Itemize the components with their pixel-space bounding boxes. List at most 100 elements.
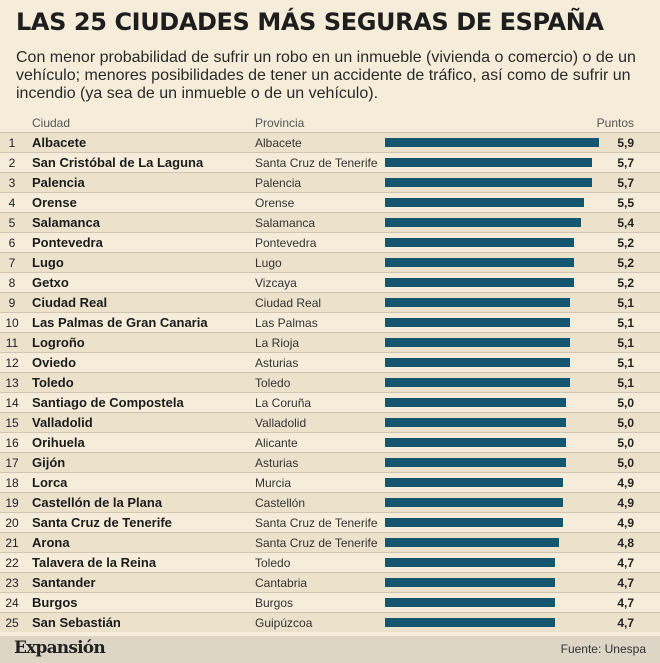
score-bar	[385, 258, 574, 267]
score-bar	[385, 558, 555, 567]
city-label: San Cristóbal de La Laguna	[32, 155, 204, 170]
province-label: Asturias	[255, 456, 299, 470]
city-label: Lorca	[32, 475, 68, 490]
score-value-label: 5,2	[617, 276, 634, 290]
score-value-label: 5,5	[617, 196, 634, 210]
province-label: Guipúzcoa	[255, 616, 313, 630]
rank-label: 4	[8, 196, 16, 210]
score-value-label: 5,2	[617, 236, 634, 250]
table-row: 20 Santa Cruz de Tenerife Santa Cruz de Te…	[0, 512, 660, 532]
province-label: Lugo	[255, 256, 282, 270]
rank-label: 17	[5, 456, 19, 470]
rank-label: 16	[5, 436, 19, 450]
province-label: Cantabria	[255, 576, 308, 590]
city-label: Santiago de Compostela	[32, 395, 184, 410]
province-label: Orense	[255, 196, 295, 210]
rank-label: 21	[5, 536, 19, 550]
table-row: 10 Las Palmas de Gran Canaria Las Palmas 5,…	[0, 312, 660, 332]
city-label: Talavera de la Reina	[32, 555, 157, 570]
city-label: Toledo	[32, 375, 74, 390]
score-value-label: 5,0	[617, 396, 634, 410]
score-bar	[385, 418, 566, 427]
score-bar	[385, 278, 574, 287]
score-bar	[385, 358, 570, 367]
score-bar	[385, 438, 566, 447]
table-row: 3 Palencia Palencia 5,7	[0, 172, 660, 192]
table-row: 17 Gijón Asturias 5,0	[0, 452, 660, 472]
province-label: Albacete	[255, 136, 302, 150]
city-label: Albacete	[32, 135, 87, 150]
score-value-label: 4,9	[617, 476, 634, 490]
score-bar	[385, 218, 581, 227]
province-label: Santa Cruz de Tenerife	[255, 536, 378, 550]
source-note: Fuente: Unespa	[560, 642, 646, 656]
score-bar	[385, 598, 555, 607]
rank-label: 25	[5, 616, 19, 630]
table-row: 24 Burgos Burgos 4,7	[0, 592, 660, 612]
table-row: 14 Santiago de Compostela La Coruña 5,0	[0, 392, 660, 412]
table-row: 13 Toledo Toledo 5,1	[0, 372, 660, 392]
province-label: Las Palmas	[255, 316, 318, 330]
score-value-label: 5,9	[617, 136, 634, 150]
score-value-label: 5,2	[617, 256, 634, 270]
score-value-label: 4,9	[617, 496, 634, 510]
score-bar	[385, 498, 563, 507]
city-label: Ciudad Real	[32, 295, 108, 310]
city-label: Getxo	[32, 275, 69, 290]
score-bar	[385, 398, 566, 407]
table-row: 11 Logroño La Rioja 5,1	[0, 332, 660, 352]
rank-label: 14	[5, 396, 19, 410]
score-bar	[385, 298, 570, 307]
rank-label: 10	[5, 316, 19, 330]
score-value-label: 5,1	[617, 376, 634, 390]
rank-label: 5	[8, 216, 16, 230]
table-row: 9 Ciudad Real Ciudad Real 5,1	[0, 292, 660, 312]
rank-label: 20	[5, 516, 19, 530]
rank-label: 13	[5, 376, 19, 390]
score-value-label: 4,7	[617, 576, 634, 590]
column-header-city: Ciudad	[32, 116, 71, 130]
rank-label: 6	[8, 236, 16, 250]
table-row: 16 Orihuela Alicante 5,0	[0, 432, 660, 452]
score-bar	[385, 578, 555, 587]
table-row: 5 Salamanca Salamanca 5,4	[0, 212, 660, 232]
score-bar	[385, 478, 563, 487]
province-label: Murcia	[255, 476, 292, 490]
rank-label: 12	[5, 356, 19, 370]
table-row: 6 Pontevedra Pontevedra 5,2	[0, 232, 660, 252]
score-value-label: 5,1	[617, 316, 634, 330]
score-value-label: 5,0	[617, 416, 634, 430]
table-row: 19 Castellón de la Plana Castellón 4,9	[0, 492, 660, 512]
table-row: 12 Oviedo Asturias 5,1	[0, 352, 660, 372]
score-bar	[385, 318, 570, 327]
expansion-logo: Expansión	[14, 638, 106, 658]
rank-label: 9	[8, 296, 16, 310]
province-label: Vizcaya	[255, 276, 297, 290]
city-label: Orihuela	[32, 435, 85, 450]
score-value-label: 5,1	[617, 356, 634, 370]
score-value-label: 5,4	[617, 216, 634, 230]
province-label: Ciudad Real	[255, 296, 322, 310]
city-label: Valladolid	[32, 415, 93, 430]
city-label: Orense	[32, 195, 77, 210]
province-label: Alicante	[255, 436, 298, 450]
rank-label: 18	[5, 476, 19, 490]
table-row: 15 Valladolid Valladolid 5,0	[0, 412, 660, 432]
city-label: Pontevedra	[32, 235, 103, 250]
table-row: 18 Lorca Murcia 4,9	[0, 472, 660, 492]
city-label: Salamanca	[32, 215, 100, 230]
province-label: La Coruña	[255, 396, 312, 410]
chart-subtitle: Con menor probabilidad de sufrir un robo…	[16, 49, 636, 102]
city-label: Palencia	[32, 175, 85, 190]
table-row: 23 Santander Cantabria 4,7	[0, 572, 660, 592]
city-label: Lugo	[32, 255, 64, 270]
score-value-label: 4,7	[617, 556, 634, 570]
province-label: Santa Cruz de Tenerife	[255, 516, 378, 530]
rank-label: 3	[8, 176, 16, 190]
table-row: 22 Talavera de la Reina Toledo 4,7	[0, 552, 660, 572]
province-label: Castellón	[255, 496, 306, 510]
score-value-label: 5,1	[617, 336, 634, 350]
province-label: Toledo	[255, 376, 291, 390]
score-bar	[385, 178, 592, 187]
table-row: 7 Lugo Lugo 5,2	[0, 252, 660, 272]
